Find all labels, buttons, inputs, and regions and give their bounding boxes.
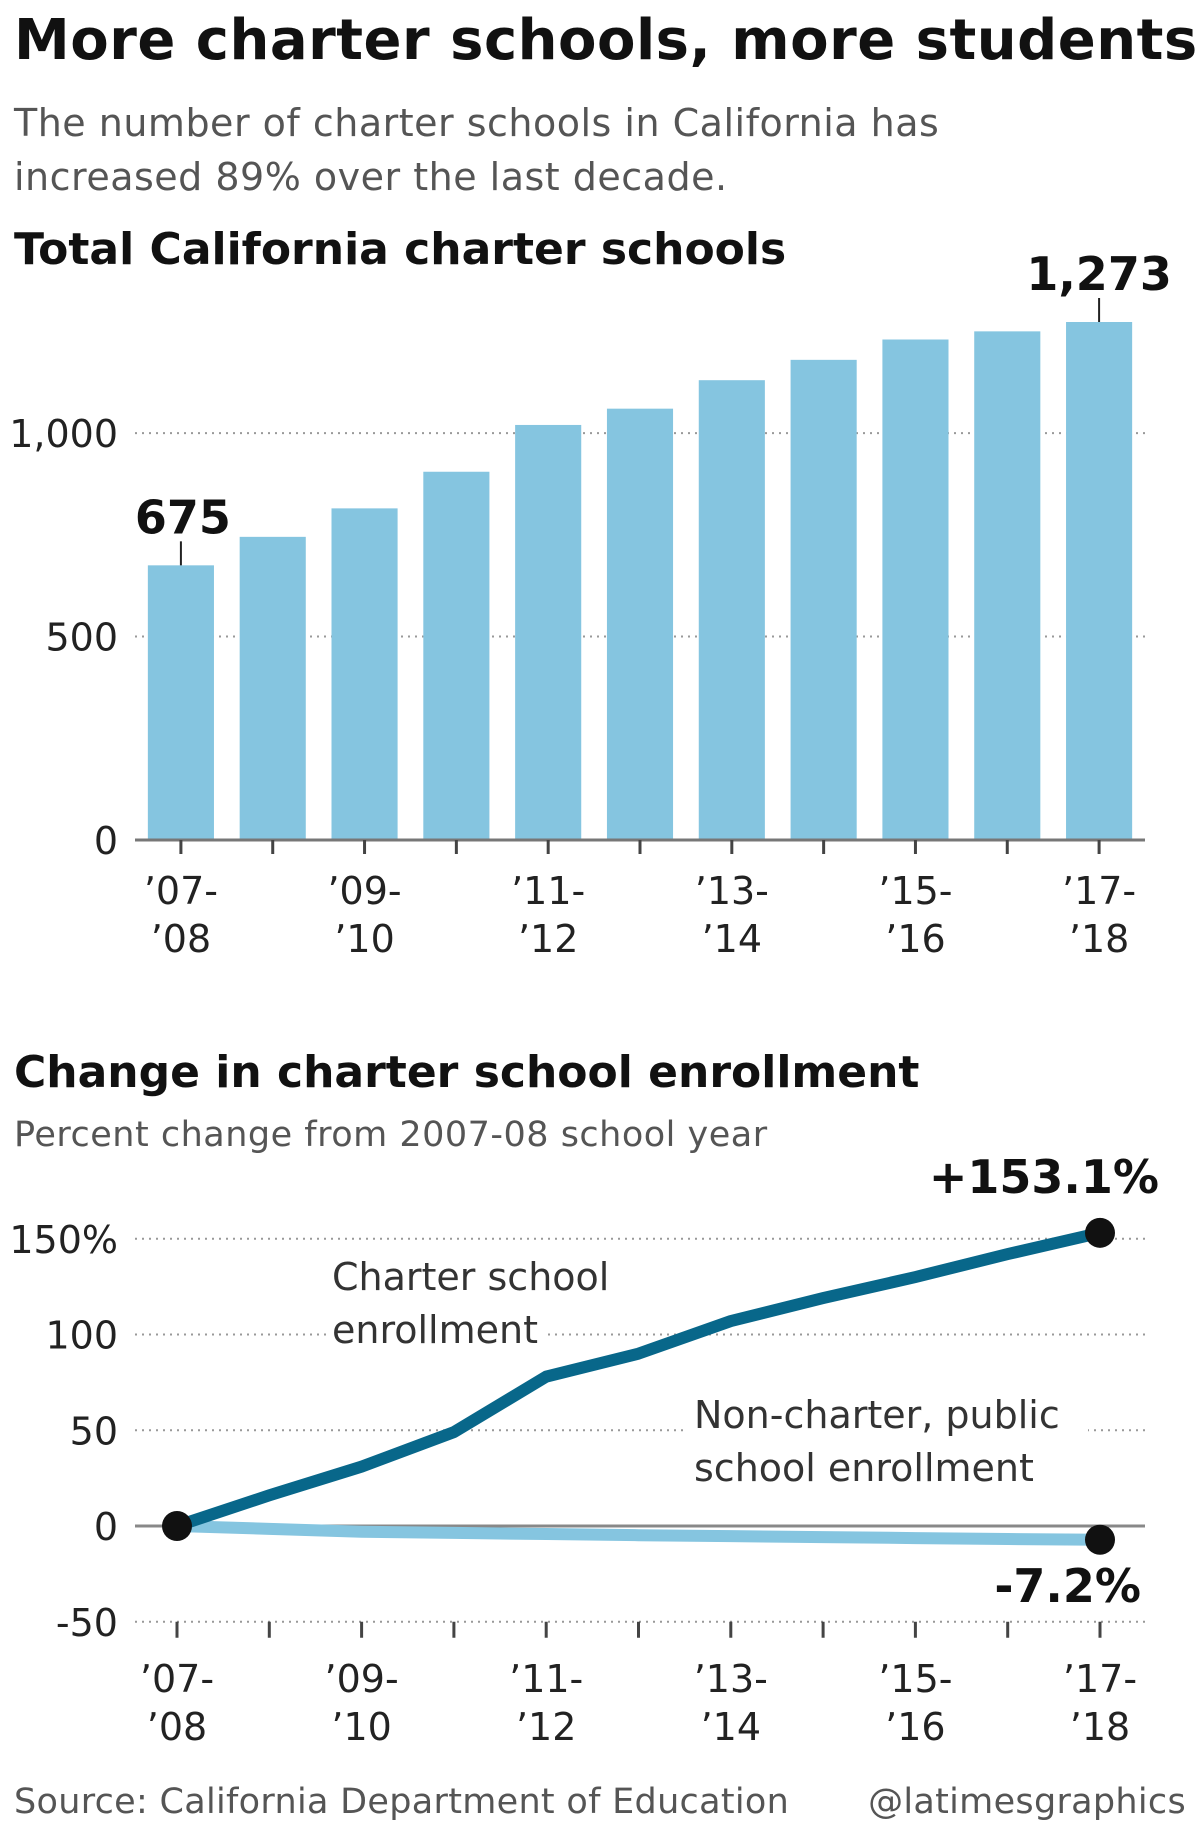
dek: The number of charter schools in Califor…	[14, 101, 940, 199]
x-tick-label: ’09-	[325, 1657, 399, 1701]
series-label: enrollment	[332, 1308, 538, 1352]
start-marker	[162, 1511, 192, 1541]
x-tick-label: ’15-	[878, 1657, 952, 1701]
line-chart-subtitle: Percent change from 2007-08 school year	[14, 1115, 768, 1155]
y-tick-label: 0	[94, 1505, 118, 1549]
bar	[239, 536, 306, 840]
source-note: Source: California Department of Educati…	[14, 1782, 790, 1822]
x-tick-label: ’16	[885, 1705, 945, 1749]
series-label: school enrollment	[694, 1446, 1034, 1490]
x-tick-label: ’18	[1069, 917, 1129, 961]
x-tick-label: ’10	[334, 917, 394, 961]
bar	[423, 471, 490, 840]
series-label: Charter school	[332, 1255, 609, 1299]
x-tick-label: ’14	[702, 917, 762, 961]
y-tick-label: 500	[45, 616, 118, 660]
x-tick-label: ’07-	[140, 1657, 214, 1701]
x-tick-label: ’18	[1070, 1705, 1130, 1749]
x-tick-label: ’13-	[695, 869, 769, 913]
x-tick-label: ’16	[885, 917, 945, 961]
line-chart-title: Change in charter school enrollment	[14, 1047, 920, 1098]
charter-line	[171, 1226, 1106, 1532]
end-marker	[1085, 1217, 1115, 1248]
y-tick-label: 50	[70, 1409, 118, 1453]
credit-note[interactable]: @latimesgraphics	[868, 1782, 1186, 1822]
y-tick-label: 1,000	[9, 412, 118, 456]
x-tick-label: ’09-	[327, 869, 401, 913]
x-tick-label: ’10	[331, 1705, 391, 1749]
x-tick-label: ’14	[701, 1705, 761, 1749]
y-tick-label: 100	[45, 1314, 118, 1358]
y-tick-label: -50	[56, 1601, 118, 1645]
x-tick-label: ’17-	[1062, 869, 1136, 913]
series-label: Non-charter, public	[694, 1393, 1060, 1437]
bar	[698, 380, 765, 840]
x-tick-label: ’08	[147, 1705, 207, 1749]
bar	[515, 424, 582, 840]
noncharter-line	[171, 1520, 1106, 1546]
bar	[331, 508, 398, 840]
headline: More charter schools, more students	[14, 8, 1198, 73]
bar	[882, 339, 949, 840]
end-marker	[1085, 1524, 1115, 1555]
x-tick-label: ’13-	[694, 1657, 768, 1701]
end-value-label: -7.2%	[994, 1559, 1141, 1613]
line-chart: -50050100150%’07-’08’09-’10’11-’12’13-’1…	[9, 1150, 1159, 1749]
series-label-bg	[688, 1392, 1088, 1497]
x-tick-label: ’15-	[878, 869, 952, 913]
x-tick-label: ’07-	[144, 869, 218, 913]
bar	[790, 359, 857, 840]
y-tick-label: 0	[94, 819, 118, 863]
bar-chart: 0 500 1,000 ’07-’08 ’09-’10 ’11-’12 ’13-’14 ’15…	[9, 247, 1172, 961]
y-tick-label: 150%	[9, 1218, 118, 1262]
bar-value-label: 1,273	[1026, 247, 1172, 301]
bar-value-label: 675	[135, 490, 231, 544]
x-tick-label: ’11-	[509, 1657, 583, 1701]
x-tick-label: ’08	[151, 917, 211, 961]
series-label-bg	[326, 1254, 546, 1359]
bar	[974, 331, 1041, 840]
x-tick-label: ’12	[516, 1705, 576, 1749]
x-tick-label: ’12	[518, 917, 578, 961]
x-tick-label: ’11-	[511, 869, 585, 913]
x-tick-label: ’17-	[1063, 1657, 1137, 1701]
bar	[606, 408, 674, 840]
bar-chart-title: Total California charter schools	[14, 224, 787, 275]
bar	[1066, 322, 1133, 840]
end-value-label: +153.1%	[929, 1150, 1159, 1204]
bar	[147, 565, 214, 840]
